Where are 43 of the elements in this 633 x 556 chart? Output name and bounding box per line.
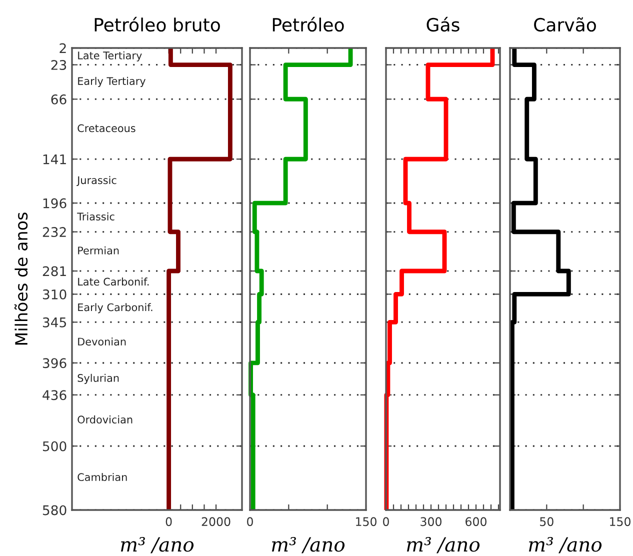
y-tick-label: 2 — [60, 43, 66, 54]
annotation: Cretaceous — [78, 124, 136, 132]
annotation: Devonian — [78, 338, 126, 346]
x-axis-title: m³ /ano — [528, 537, 602, 554]
annotation: Early Tertiary — [78, 76, 146, 88]
x-tick-label: 0 — [247, 517, 253, 526]
chart-title: Carvão — [534, 17, 596, 32]
y-tick-label: 345 — [42, 317, 66, 328]
annotation: Late Tertiary — [78, 51, 142, 62]
annotation: Early Carbonif. — [78, 303, 152, 314]
y-tick-label: 23 — [51, 60, 66, 70]
x-tick-label: 300 — [420, 517, 442, 526]
y-tick-label: 500 — [42, 441, 66, 452]
y-tick-label: 232 — [42, 227, 66, 238]
chart-title: Petróleo bruto — [94, 16, 220, 32]
annotation: Sylurian — [78, 374, 119, 384]
y-tick-label: 580 — [42, 505, 66, 516]
chart-title: Petróleo — [272, 16, 344, 32]
y-tick-label: 66 — [51, 94, 66, 104]
annotation: Jurassic — [76, 176, 116, 186]
x-tick-label: 150 — [610, 517, 630, 526]
x-tick-label: 0 — [166, 517, 172, 526]
annotation: Triassic — [77, 212, 114, 220]
y-axis-title: Milhões de anos — [14, 212, 28, 345]
x-axis-title: m³ /ano — [406, 537, 480, 554]
y-tick-label: 436 — [42, 390, 66, 400]
x-tick-label: 600 — [466, 517, 486, 526]
x-tick-label: 0 — [383, 517, 389, 526]
y-tick-label: 310 — [42, 289, 66, 300]
y-tick-label: 196 — [43, 198, 66, 208]
annotation: Late Carbonif. — [78, 278, 149, 286]
y-tick-label: 141 — [43, 154, 66, 164]
y-tick-label: 396 — [42, 358, 66, 368]
annotation: Ordovician — [78, 415, 132, 424]
annotation: Permian — [78, 246, 119, 254]
x-tick-label: 150 — [356, 517, 376, 526]
x-tick-label: 2000 — [202, 517, 230, 526]
chart-title: Gás — [426, 16, 460, 32]
y-tick-label: 281 — [42, 266, 66, 276]
annotation: Cambrian — [78, 472, 127, 482]
x-tick-label: 50 — [540, 517, 554, 526]
x-axis-title: m³ /ano — [272, 537, 345, 554]
x-axis-title: m³ /ano — [120, 537, 194, 554]
